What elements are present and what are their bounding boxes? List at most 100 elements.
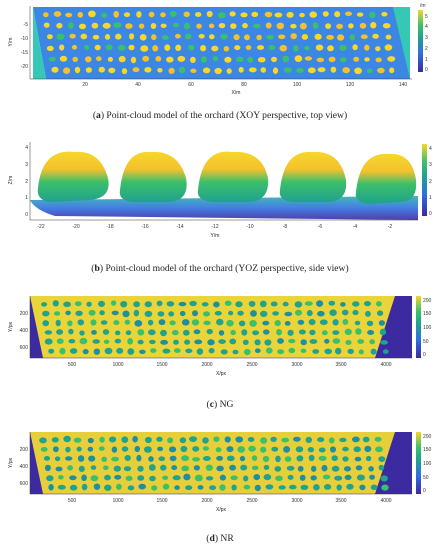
tree-crown — [296, 68, 304, 73]
tree-crown — [125, 330, 132, 336]
tree-crown — [314, 33, 322, 40]
tree-crown — [51, 437, 59, 443]
tree-crown — [114, 474, 122, 480]
panel-a-plot: 20 40 60 80 100 120 140 X/m -5 -10 -15 -… — [8, 3, 428, 96]
tree-crown — [278, 485, 286, 490]
tree-crown — [44, 338, 53, 345]
tree-crown — [329, 309, 337, 316]
tree-crown — [168, 67, 175, 74]
tree-crown — [251, 465, 259, 471]
a-xtick-0: 20 — [82, 82, 88, 88]
tree-crown — [248, 67, 257, 73]
tree-crown — [312, 349, 320, 354]
b-colorbar — [422, 144, 427, 216]
tree-crown — [218, 12, 226, 19]
tree-crown — [41, 302, 48, 307]
tree-crown — [208, 348, 215, 354]
tree-crown — [274, 466, 282, 472]
tree-crown — [349, 34, 356, 41]
tree-crown — [56, 22, 63, 29]
tree-crown — [160, 329, 167, 337]
tree-crown — [94, 44, 101, 51]
tree-crown — [230, 329, 236, 336]
tree-crown — [178, 301, 187, 307]
tree-crown — [315, 44, 324, 51]
tree-crown — [149, 475, 156, 482]
tree-crown — [289, 484, 297, 490]
tree-crown — [364, 57, 370, 62]
tree-crown — [134, 320, 143, 327]
tree-crown — [364, 44, 370, 51]
tree-crown — [63, 301, 71, 308]
b-xtick-10: -2 — [388, 224, 393, 230]
tree-crown — [125, 475, 133, 481]
tree-crown — [65, 12, 73, 18]
tree-crown — [144, 67, 152, 73]
tree-crown — [337, 34, 345, 41]
tree-crown — [352, 436, 360, 443]
tree-crown — [69, 475, 77, 481]
tree-crown — [355, 328, 362, 335]
d-xtick-3: 2000 — [201, 498, 212, 504]
tree-crown — [229, 338, 237, 345]
a-xtick-3: 80 — [241, 82, 247, 88]
tree-crown — [171, 465, 178, 471]
tree-crown — [87, 446, 94, 452]
tree-crown — [175, 44, 182, 51]
tree-crown — [74, 301, 82, 307]
tree-crown — [138, 483, 146, 490]
tree-crown — [98, 446, 105, 451]
tree-crown — [252, 23, 261, 29]
tree-crown — [115, 330, 121, 336]
tree-crown — [266, 347, 273, 354]
tree-crown — [277, 338, 284, 344]
tree-crown — [166, 301, 175, 307]
panel-b-plot: -22 -20 -18 -16 -14 -12 -10 -8 -6 -4 -2 … — [8, 142, 432, 239]
tree-crown — [365, 310, 371, 317]
tree-crown — [368, 466, 374, 472]
tree-crown — [339, 44, 347, 52]
a-ytick-3: -20 — [21, 64, 28, 70]
tree-crown — [82, 349, 89, 355]
tree-crown — [379, 328, 387, 336]
tree-crown — [194, 474, 203, 482]
tree-crown — [156, 300, 163, 307]
tree-crown — [47, 34, 53, 40]
tree-crown — [309, 11, 318, 18]
tree-crown — [332, 319, 339, 326]
b-xtick-2: -18 — [106, 224, 113, 230]
d-ytick-0: 200 — [20, 447, 29, 453]
tree-crown — [151, 34, 157, 41]
tree-crown — [286, 465, 295, 471]
tree-crown — [375, 446, 383, 453]
tree-crown — [345, 340, 352, 345]
tree-crown — [113, 320, 120, 326]
tree-crown — [103, 339, 110, 344]
tree-crown — [236, 56, 244, 62]
tree-crown — [158, 456, 166, 461]
tree-crown — [205, 476, 214, 481]
tree-crown — [304, 301, 313, 306]
tree-crown — [274, 12, 283, 18]
tree-crown — [364, 301, 371, 307]
tree-crown — [128, 44, 135, 51]
tree-crown — [104, 34, 111, 40]
tree-crown — [67, 320, 73, 327]
tree-crown — [358, 349, 364, 355]
tree-crown — [202, 437, 209, 444]
tree-crown — [300, 484, 309, 490]
tree-crown — [48, 348, 55, 354]
tree-crown — [111, 310, 119, 316]
tree-crown — [354, 456, 362, 462]
b-ytick-1: 3 — [25, 162, 28, 168]
tree-crown — [160, 12, 166, 18]
tree-crown — [295, 309, 302, 316]
tree-crown — [328, 437, 335, 444]
tree-crown — [207, 339, 215, 346]
d-ylabel: Y/px — [8, 458, 14, 469]
b-xtick-1: -20 — [72, 224, 79, 230]
tree-crown — [336, 484, 342, 491]
tree-crown — [92, 34, 100, 40]
b-xtick-4: -14 — [176, 224, 183, 230]
tree-crown — [144, 310, 153, 317]
